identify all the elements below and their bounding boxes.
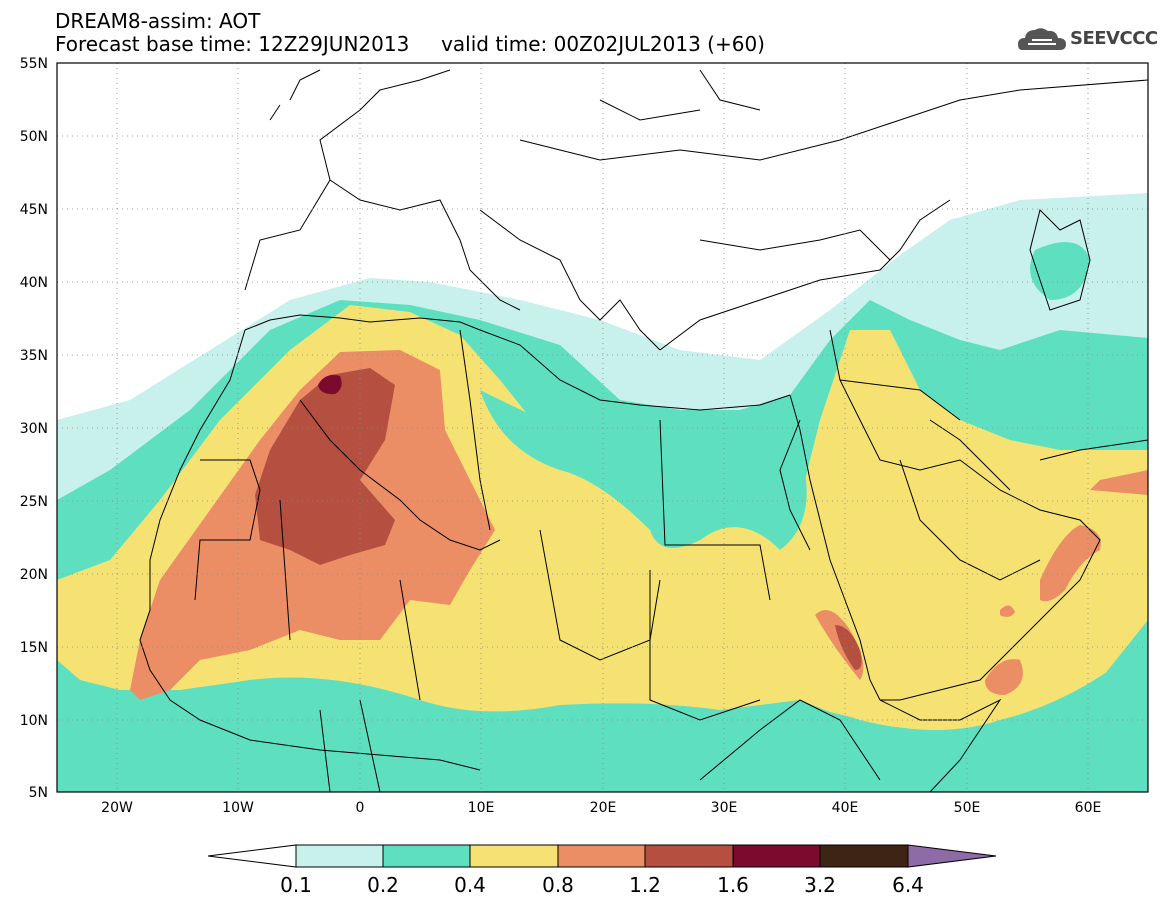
lon-label: 20E — [590, 800, 617, 816]
lon-label: 20W — [101, 800, 133, 816]
lat-label: 25N — [20, 494, 48, 510]
lon-label: 50E — [954, 800, 981, 816]
colorbar-label: 0.1 — [280, 873, 312, 897]
colorbar — [207, 844, 997, 868]
title-line-1: DREAM8-assim: AOT — [55, 9, 261, 33]
colorbar-label: 0.8 — [542, 873, 574, 897]
lon-label: 10E — [468, 800, 495, 816]
colorbar-label: 1.2 — [629, 873, 661, 897]
lat-label: 55N — [20, 56, 48, 72]
lat-label: 45N — [20, 202, 48, 218]
lat-label: 20N — [20, 567, 48, 583]
lat-label: 5N — [29, 785, 48, 801]
colorbar-swatch — [732, 844, 821, 868]
colorbar-swatch — [557, 844, 646, 868]
lat-label: 40N — [20, 275, 48, 291]
lon-label: 30E — [711, 800, 738, 816]
colorbar-swatch — [469, 844, 559, 868]
colorbar-swatch — [819, 844, 909, 868]
lon-label: 40E — [832, 800, 859, 816]
colorbar-label: 3.2 — [804, 873, 836, 897]
lat-label: 35N — [20, 348, 48, 364]
lat-label: 30N — [20, 421, 48, 437]
map-frame — [56, 62, 1149, 793]
dust-field — [57, 63, 1148, 792]
graticule — [57, 63, 1148, 792]
logo-text: SEEVCCC — [1070, 28, 1158, 49]
band-1.2 — [255, 368, 395, 565]
lat-label: 50N — [20, 129, 48, 145]
lon-label: 10W — [222, 800, 254, 816]
colorbar-high-arrow — [907, 844, 997, 868]
lon-label: 0 — [356, 800, 365, 816]
colorbar-label: 0.4 — [454, 873, 486, 897]
colorbar-label: 6.4 — [892, 873, 924, 897]
colorbar-swatch — [644, 844, 734, 868]
lat-labels: 55N 50N 45N 40N 35N 30N 25N 20N 15N 10N … — [20, 56, 48, 801]
colorbar-swatch — [382, 844, 471, 868]
lon-label: 60E — [1075, 800, 1102, 816]
lon-labels: 20W 10W 0 10E 20E 30E 40E 50E 60E — [101, 800, 1101, 816]
colorbar-labels: 0.1 0.2 0.4 0.8 1.2 1.6 3.2 6.4 — [280, 873, 924, 897]
band-1.6 — [318, 375, 342, 395]
title-line-2: Forecast base time: 12Z29JUN2013 valid t… — [55, 32, 765, 56]
lat-label: 10N — [20, 713, 48, 729]
colorbar-low-arrow — [207, 844, 297, 868]
colorbar-label: 0.2 — [367, 873, 399, 897]
cloud-icon — [1018, 28, 1066, 50]
coastlines — [139, 69, 1148, 792]
colorbar-label: 1.6 — [717, 873, 749, 897]
lat-label: 15N — [20, 640, 48, 656]
colorbar-swatch — [295, 844, 384, 868]
